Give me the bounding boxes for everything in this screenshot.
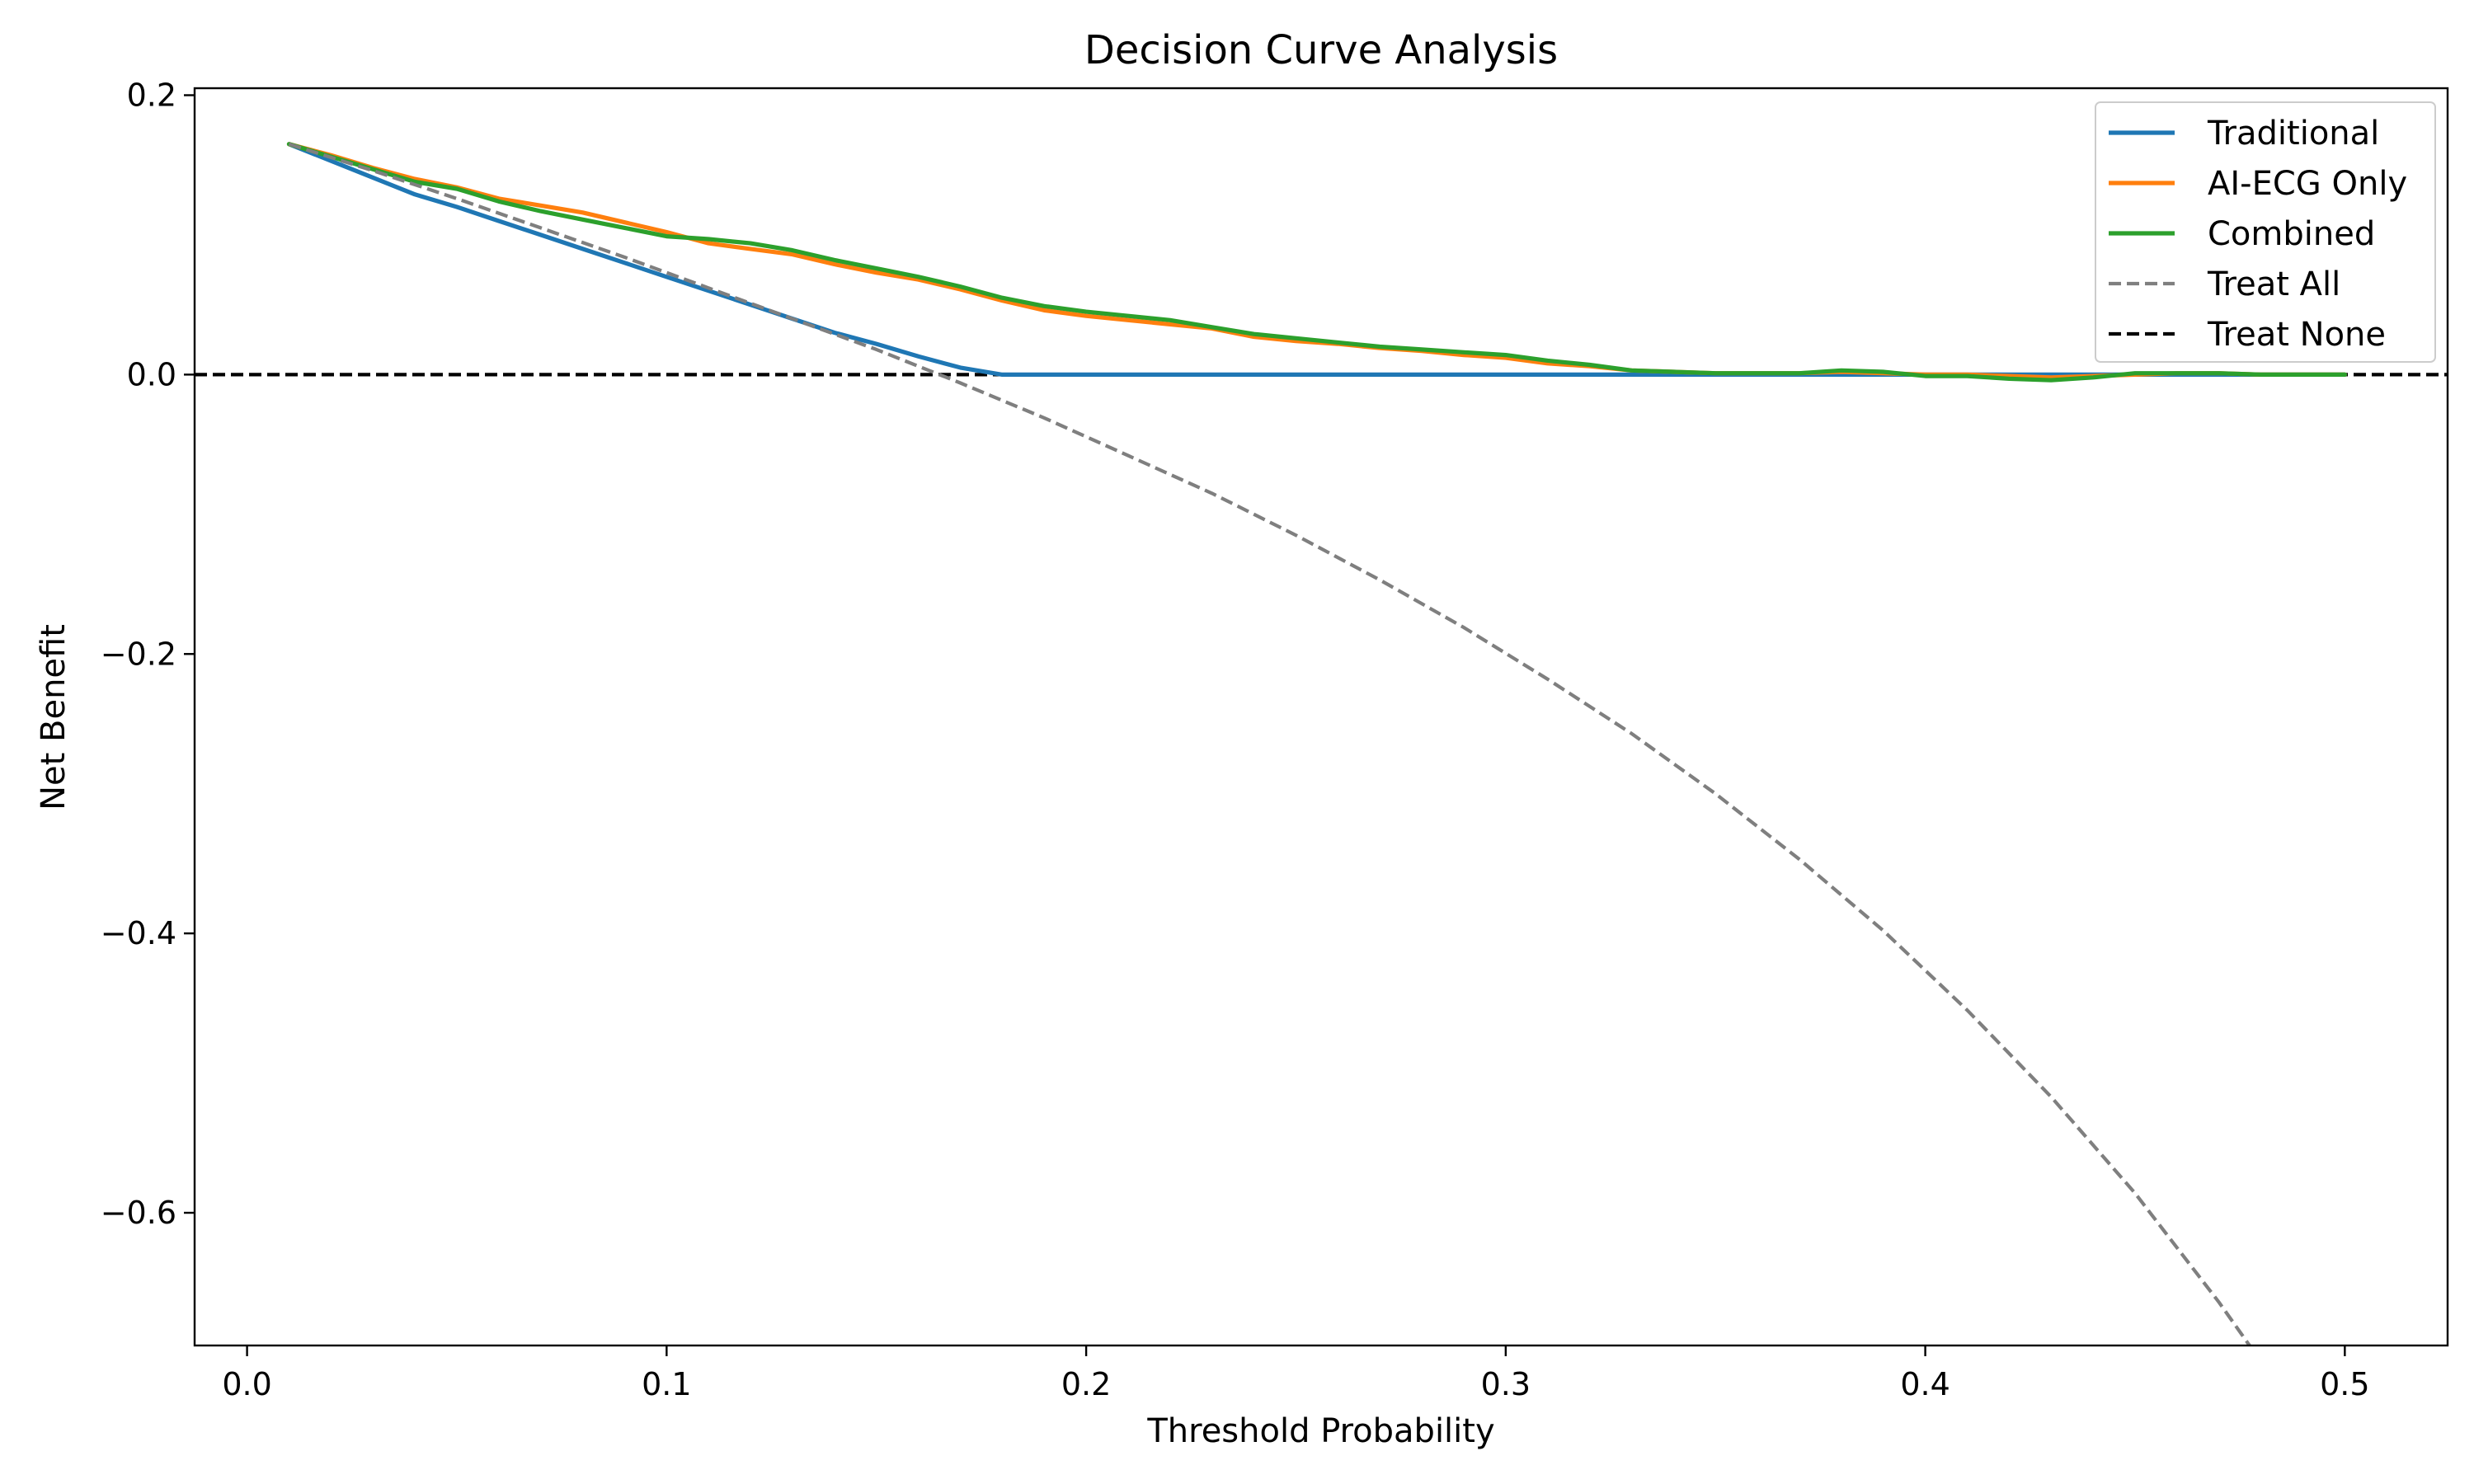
x-tick-label: 0.5 (2320, 1366, 2369, 1402)
x-tick-label: 0.1 (642, 1366, 691, 1402)
x-axis: 0.0 0.1 0.2 0.3 0.4 0.5 (222, 1345, 2370, 1402)
legend-frame (2095, 101, 2436, 363)
legend-label-treat-none: Treat None (2207, 316, 2386, 354)
legend-label-combined: Combined (2208, 215, 2375, 253)
legend-label-ai-ecg-only: AI-ECG Only (2208, 165, 2407, 203)
x-tick-label: 0.2 (1061, 1366, 1111, 1402)
legend-label-treat-all: Treat All (2207, 265, 2340, 303)
y-axis-label: Net Benefit (35, 624, 73, 810)
y-tick-label: 0.0 (127, 356, 176, 392)
x-tick-label: 0.0 (222, 1366, 271, 1402)
y-tick-label: −0.4 (101, 915, 176, 951)
chart-title: Decision Curve Analysis (1084, 27, 1558, 73)
x-tick-label: 0.4 (1900, 1366, 1950, 1402)
y-axis: 0.2 0.0 −0.2 −0.4 −0.6 (101, 77, 195, 1231)
y-tick-label: −0.6 (101, 1195, 176, 1231)
y-tick-label: 0.2 (127, 77, 176, 113)
series-line-combined (286, 142, 2347, 383)
legend: Traditional AI-ECG Only Combined Treat All T… (2095, 101, 2436, 363)
x-axis-label: Threshold Probability (1146, 1412, 1494, 1450)
x-tick-label: 0.3 (1481, 1366, 1531, 1402)
plot-frame (193, 87, 2449, 1347)
series-line-treat-all (288, 142, 2252, 1345)
plot-series (195, 142, 2448, 1345)
y-tick-label: −0.2 (101, 636, 176, 672)
legend-label-traditional: Traditional (2207, 115, 2379, 153)
